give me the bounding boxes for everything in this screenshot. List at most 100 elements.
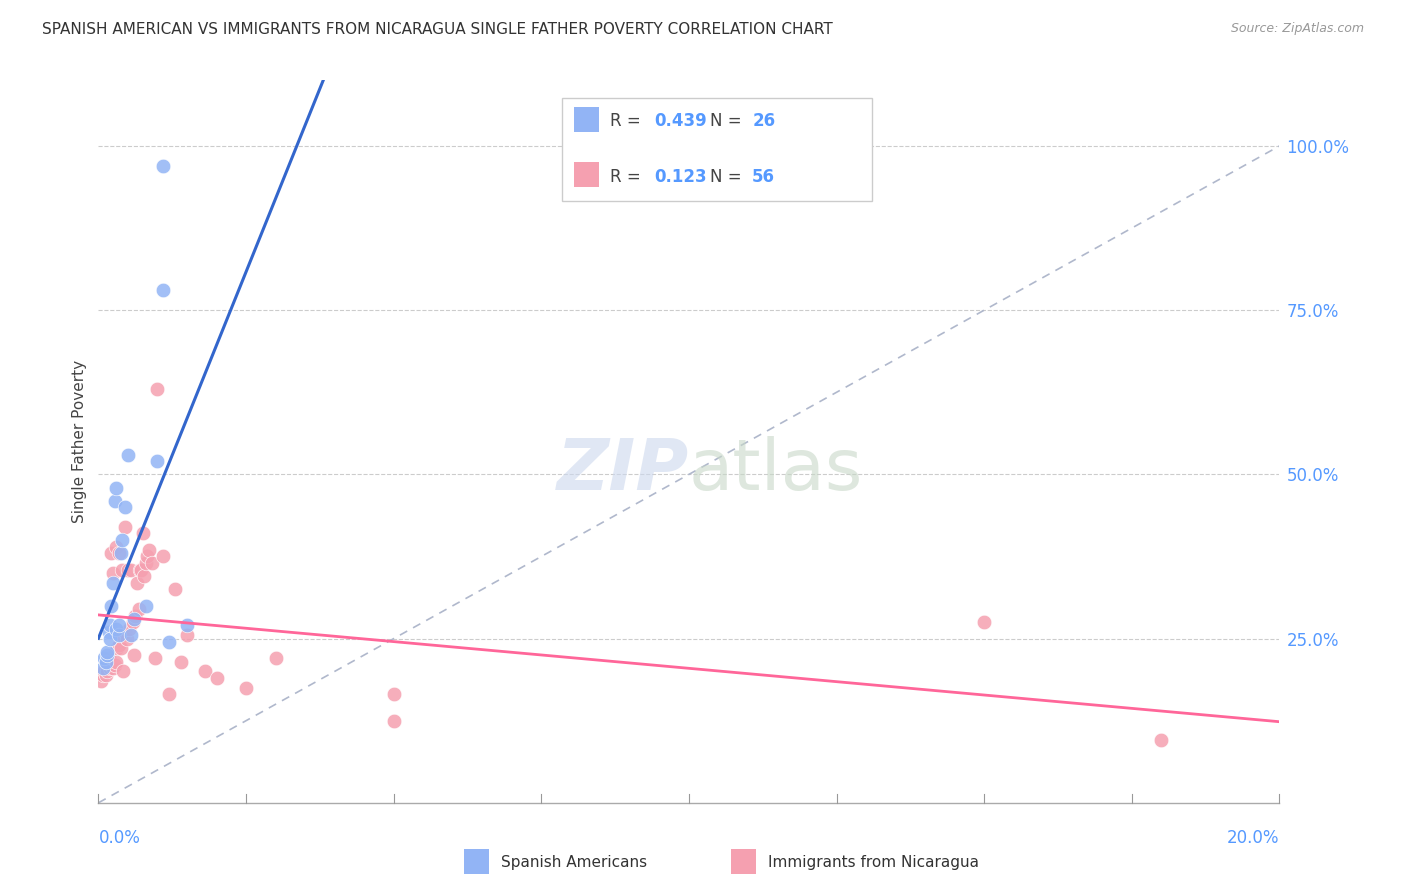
Point: [235, 681, 257, 695]
Point: [114, 625, 136, 640]
Point: [157, 687, 180, 701]
Point: [96, 648, 118, 662]
Point: [100, 599, 122, 613]
Text: R =: R =: [610, 168, 647, 186]
Point: [157, 635, 180, 649]
Point: [110, 546, 132, 560]
Point: [135, 549, 157, 564]
Point: [129, 563, 152, 577]
Point: [93, 665, 115, 679]
Point: [100, 657, 122, 672]
Point: [98, 651, 121, 665]
Text: 0.439: 0.439: [654, 112, 707, 130]
Point: [111, 563, 134, 577]
Point: [104, 657, 127, 672]
Point: [138, 542, 160, 557]
Text: 26: 26: [752, 112, 775, 130]
Point: [111, 533, 134, 547]
Text: N =: N =: [710, 168, 747, 186]
Text: 20.0%: 20.0%: [1227, 829, 1279, 847]
Point: [108, 628, 131, 642]
Point: [96, 665, 118, 679]
Point: [205, 671, 228, 685]
Point: [194, 665, 217, 679]
Point: [108, 638, 131, 652]
Point: [146, 382, 169, 396]
Point: [105, 540, 128, 554]
Text: 0.0%: 0.0%: [98, 829, 141, 847]
Point: [91, 667, 114, 681]
Point: [105, 481, 128, 495]
Point: [152, 284, 174, 298]
Point: [110, 641, 132, 656]
Point: [124, 608, 146, 623]
Point: [128, 602, 150, 616]
Text: 56: 56: [752, 168, 775, 186]
Point: [103, 661, 125, 675]
Text: atlas: atlas: [689, 436, 863, 505]
Point: [128, 563, 150, 577]
Point: [91, 661, 114, 675]
Point: [103, 575, 125, 590]
Point: [146, 454, 169, 468]
Point: [135, 599, 157, 613]
Point: [120, 563, 142, 577]
Point: [1150, 733, 1173, 747]
Point: [103, 566, 125, 580]
Point: [112, 665, 135, 679]
Point: [122, 612, 145, 626]
Point: [96, 645, 118, 659]
Point: [152, 159, 174, 173]
Point: [176, 628, 198, 642]
Point: [134, 569, 156, 583]
Point: [118, 622, 141, 636]
Point: [143, 651, 166, 665]
Point: [104, 493, 127, 508]
Text: ZIP: ZIP: [557, 436, 689, 505]
Point: [117, 563, 139, 577]
Point: [105, 655, 128, 669]
Point: [90, 674, 112, 689]
Point: [98, 618, 121, 632]
Point: [170, 655, 193, 669]
Point: [108, 618, 131, 632]
Text: Spanish Americans: Spanish Americans: [501, 855, 647, 870]
Point: [105, 622, 128, 636]
Point: [115, 632, 138, 646]
Point: [98, 661, 121, 675]
Point: [973, 615, 995, 630]
Point: [132, 526, 155, 541]
Point: [98, 625, 121, 640]
Point: [125, 575, 148, 590]
Point: [93, 651, 115, 665]
Point: [122, 648, 145, 662]
Text: Immigrants from Nicaragua: Immigrants from Nicaragua: [768, 855, 979, 870]
Point: [96, 655, 118, 669]
Point: [114, 500, 136, 515]
Y-axis label: Single Father Poverty: Single Father Poverty: [72, 360, 87, 523]
Point: [117, 448, 139, 462]
Point: [100, 546, 122, 560]
Text: Source: ZipAtlas.com: Source: ZipAtlas.com: [1230, 22, 1364, 36]
Point: [135, 556, 157, 570]
Text: 0.123: 0.123: [654, 168, 706, 186]
Point: [165, 582, 187, 597]
Text: R =: R =: [610, 112, 647, 130]
Point: [120, 628, 142, 642]
Point: [264, 651, 287, 665]
Point: [94, 655, 117, 669]
Point: [105, 641, 128, 656]
Point: [176, 618, 198, 632]
Text: N =: N =: [710, 112, 747, 130]
Point: [94, 667, 117, 681]
Point: [121, 615, 143, 630]
Point: [141, 556, 163, 570]
Point: [111, 628, 134, 642]
Text: SPANISH AMERICAN VS IMMIGRANTS FROM NICARAGUA SINGLE FATHER POVERTY CORRELATION : SPANISH AMERICAN VS IMMIGRANTS FROM NICA…: [42, 22, 832, 37]
Point: [108, 546, 131, 560]
Point: [98, 632, 121, 646]
Point: [382, 714, 405, 728]
Point: [382, 687, 405, 701]
Point: [114, 520, 136, 534]
Point: [152, 549, 174, 564]
